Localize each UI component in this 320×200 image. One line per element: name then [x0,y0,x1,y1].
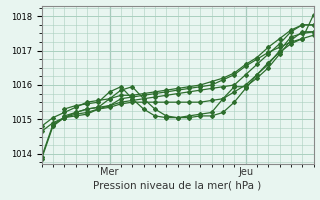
X-axis label: Pression niveau de la mer( hPa ): Pression niveau de la mer( hPa ) [93,181,262,191]
